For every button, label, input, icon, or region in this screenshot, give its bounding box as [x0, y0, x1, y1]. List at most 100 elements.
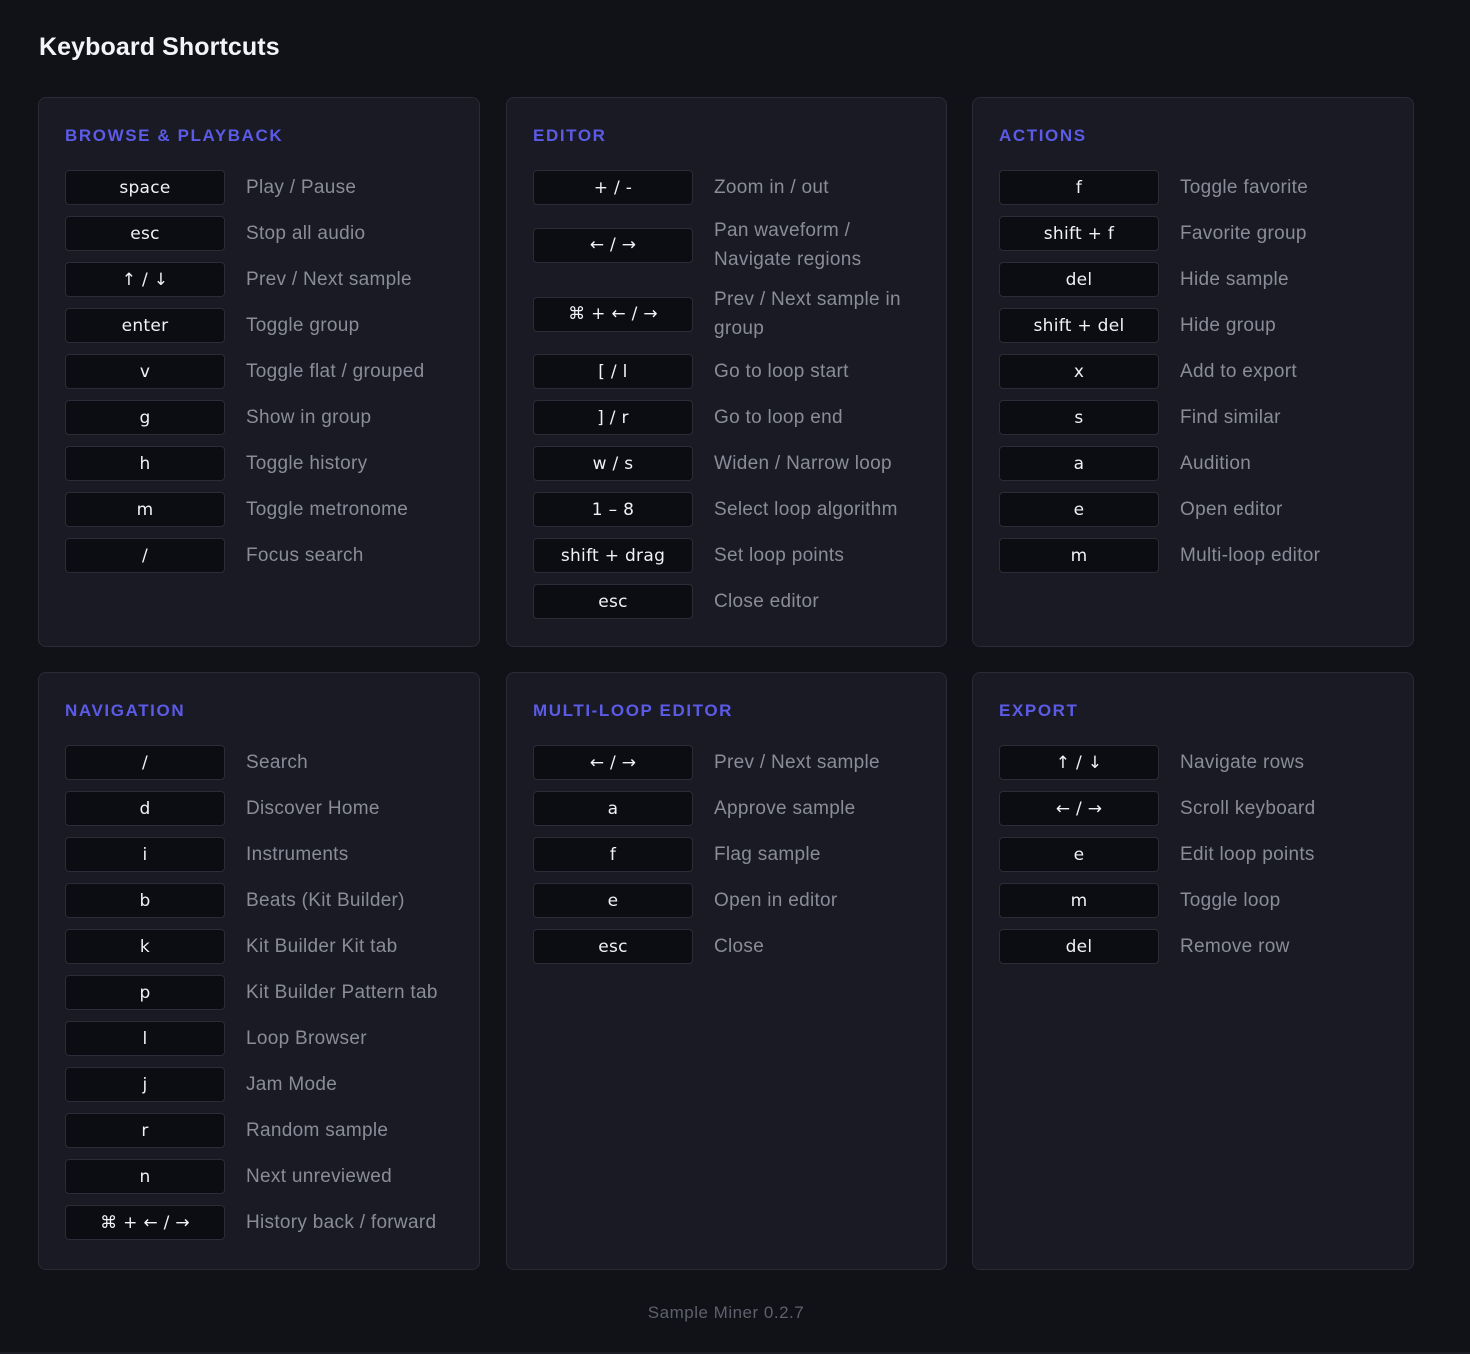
- key-badge: m: [999, 538, 1159, 573]
- shortcut-row: / Search: [65, 745, 469, 780]
- key-badge: space: [65, 170, 225, 205]
- shortcut-row: m Toggle loop: [999, 883, 1403, 918]
- shortcut-description: Toggle group: [246, 315, 360, 336]
- key-badge: a: [533, 791, 693, 826]
- shortcut-description: Open in editor: [714, 890, 838, 911]
- shortcut-description: Favorite group: [1180, 223, 1307, 244]
- key-badge: + / -: [533, 170, 693, 205]
- panel-heading: NAVIGATION: [65, 701, 186, 720]
- shortcut-description: Hide group: [1180, 315, 1276, 336]
- key-badge: ⌘ + ← / →: [533, 296, 693, 332]
- shortcut-row: / Focus search: [65, 538, 469, 573]
- shortcut-description: Scroll keyboard: [1180, 798, 1316, 819]
- shortcut-row: g Show in group: [65, 400, 469, 435]
- shortcut-description: Kit Builder Pattern tab: [246, 982, 438, 1003]
- shortcut-row: s Find similar: [999, 400, 1403, 435]
- shortcut-row: shift + del Hide group: [999, 308, 1403, 343]
- shortcut-description: Focus search: [246, 545, 364, 566]
- shortcut-row: ↑ / ↓ Navigate rows: [999, 745, 1403, 780]
- shortcut-description: Remove row: [1180, 936, 1290, 957]
- shortcut-row: v Toggle flat / grouped: [65, 354, 469, 389]
- shortcut-row: j Jam Mode: [65, 1067, 469, 1102]
- shortcut-row: f Toggle favorite: [999, 170, 1403, 205]
- shortcut-description: Navigate rows: [1180, 752, 1305, 773]
- key-badge: e: [999, 837, 1159, 872]
- shortcut-description: Jam Mode: [246, 1074, 338, 1095]
- panel-export: EXPORT ↑ / ↓ Navigate rows ← / → Scroll key…: [972, 672, 1414, 1270]
- shortcut-description: Go to loop end: [714, 407, 843, 428]
- shortcut-description: Pan waveform / Navigate regions: [714, 220, 862, 270]
- key-badge: shift + f: [999, 216, 1159, 251]
- panel-heading: EDITOR: [533, 126, 607, 145]
- shortcut-description: History back / forward: [246, 1212, 437, 1233]
- key-badge: g: [65, 400, 225, 435]
- shortcut-row: esc Stop all audio: [65, 216, 469, 251]
- shortcut-description: Multi-loop editor: [1180, 545, 1321, 566]
- shortcut-row: shift + drag Set loop points: [533, 538, 936, 573]
- shortcut-description: Play / Pause: [246, 177, 357, 198]
- shortcut-description: Instruments: [246, 844, 349, 865]
- key-badge: esc: [65, 216, 225, 251]
- shortcut-description: Random sample: [246, 1120, 389, 1141]
- panel-heading: ACTIONS: [999, 126, 1087, 145]
- shortcut-row: f Flag sample: [533, 837, 936, 872]
- shortcut-description: Add to export: [1180, 361, 1297, 382]
- shortcut-row: ← / → Scroll keyboard: [999, 791, 1403, 826]
- shortcut-description: Toggle loop: [1180, 890, 1281, 911]
- shortcut-description: Edit loop points: [1180, 844, 1315, 865]
- shortcut-list: / Search d Discover Home i Instruments b Beats …: [65, 745, 469, 1251]
- key-badge: [ / l: [533, 354, 693, 389]
- shortcut-description: Toggle favorite: [1180, 177, 1309, 198]
- shortcut-row: m Multi-loop editor: [999, 538, 1403, 573]
- key-badge: ↑ / ↓: [999, 745, 1159, 780]
- window-bottom-edge: [0, 1352, 1470, 1354]
- key-badge: esc: [533, 929, 693, 964]
- shortcut-description: Toggle history: [246, 453, 368, 474]
- key-badge: 1 – 8: [533, 492, 693, 527]
- shortcut-description: Open editor: [1180, 499, 1283, 520]
- key-badge: /: [65, 538, 225, 573]
- shortcut-row: del Hide sample: [999, 262, 1403, 297]
- shortcut-row: 1 – 8 Select loop algorithm: [533, 492, 936, 527]
- key-badge: b: [65, 883, 225, 918]
- key-badge: e: [533, 883, 693, 918]
- panel-editor: EDITOR + / - Zoom in / out ← / → Pan wavefo…: [506, 97, 947, 647]
- shortcut-row: ↑ / ↓ Prev / Next sample: [65, 262, 469, 297]
- key-badge: s: [999, 400, 1159, 435]
- shortcut-description: Toggle flat / grouped: [246, 361, 425, 382]
- shortcut-row: esc Close: [533, 929, 936, 964]
- app-version: Sample Miner 0.2.7: [647, 1303, 805, 1322]
- key-badge: l: [65, 1021, 225, 1056]
- panel-browse-playback: BROWSE & PLAYBACK space Play / Pause esc St…: [38, 97, 480, 647]
- shortcut-description: Beats (Kit Builder): [246, 890, 405, 911]
- shortcut-description: Search: [246, 752, 309, 773]
- shortcut-row: + / - Zoom in / out: [533, 170, 936, 205]
- shortcut-description: Kit Builder Kit tab: [246, 936, 398, 957]
- key-badge: /: [65, 745, 225, 780]
- key-badge: a: [999, 446, 1159, 481]
- key-badge: n: [65, 1159, 225, 1194]
- key-badge: i: [65, 837, 225, 872]
- shortcut-list: ↑ / ↓ Navigate rows ← / → Scroll keyboard e E…: [999, 745, 1403, 975]
- shortcut-description: Flag sample: [714, 844, 821, 865]
- key-badge: del: [999, 929, 1159, 964]
- shortcut-list: + / - Zoom in / out ← / → Pan waveform / Na…: [533, 170, 936, 630]
- shortcut-row: h Toggle history: [65, 446, 469, 481]
- shortcut-row: r Random sample: [65, 1113, 469, 1148]
- shortcut-description: Select loop algorithm: [714, 499, 898, 520]
- key-badge: d: [65, 791, 225, 826]
- key-badge: shift + del: [999, 308, 1159, 343]
- shortcut-description: Next unreviewed: [246, 1166, 393, 1187]
- shortcut-description: Find similar: [1180, 407, 1281, 428]
- key-badge: ← / →: [533, 745, 693, 780]
- shortcut-row: e Edit loop points: [999, 837, 1403, 872]
- shortcut-row: a Audition: [999, 446, 1403, 481]
- shortcut-description: Close: [714, 936, 765, 957]
- key-badge: f: [999, 170, 1159, 205]
- key-badge: e: [999, 492, 1159, 527]
- shortcut-row: ] / r Go to loop end: [533, 400, 936, 435]
- key-badge: ] / r: [533, 400, 693, 435]
- shortcut-description: Approve sample: [714, 798, 856, 819]
- shortcut-row: shift + f Favorite group: [999, 216, 1403, 251]
- shortcut-row: i Instruments: [65, 837, 469, 872]
